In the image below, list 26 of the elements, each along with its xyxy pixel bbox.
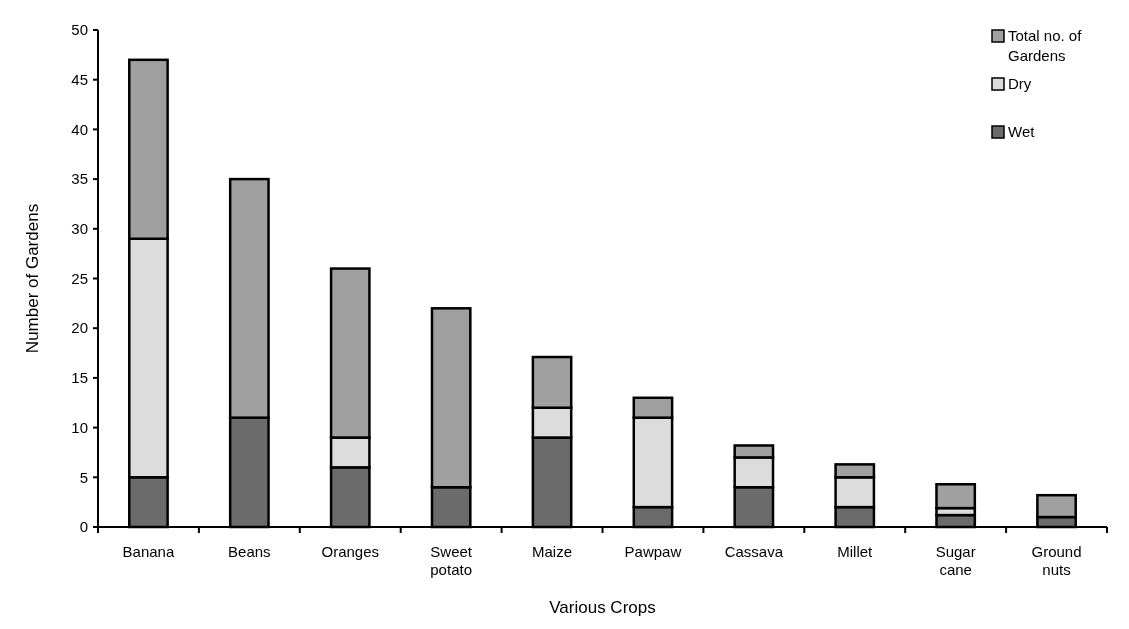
x-tick-label: Sweet potato	[430, 543, 473, 578]
x-tick-label: Oranges	[321, 543, 380, 560]
y-tick-label: 50	[71, 21, 88, 39]
x-tick-label: Cassava	[724, 543, 784, 560]
x-axis-title: Various Crops	[549, 598, 656, 617]
legend-label: Wet	[1008, 123, 1036, 141]
y-tick-label: 10	[71, 418, 88, 436]
x-tick-label: Beans	[228, 543, 271, 560]
x-tick-label: Sugar cane	[935, 543, 976, 578]
y-tick-label: 20	[71, 319, 88, 337]
y-tick-label: 40	[71, 120, 88, 138]
y-tick-label: 30	[71, 220, 88, 238]
y-tick-label: 25	[71, 269, 88, 287]
y-tick-label: 45	[71, 70, 88, 88]
x-tick-label: Maize	[532, 543, 573, 560]
x-tick-label: Pawpaw	[624, 543, 682, 560]
y-tick-label: 5	[79, 468, 88, 486]
legend-label: Dry	[1008, 75, 1032, 93]
y-axis-title: Number of Gardens	[23, 203, 42, 354]
y-tick-label: 15	[71, 369, 88, 387]
x-tick-label: Banana	[122, 543, 175, 560]
x-tick-label: Ground nuts	[1031, 543, 1082, 578]
y-tick-label: 0	[79, 518, 88, 536]
y-tick-label: 35	[71, 170, 88, 188]
x-tick-label: Millet	[837, 543, 874, 560]
legend-label: Total no. of Gardens	[1008, 27, 1083, 64]
